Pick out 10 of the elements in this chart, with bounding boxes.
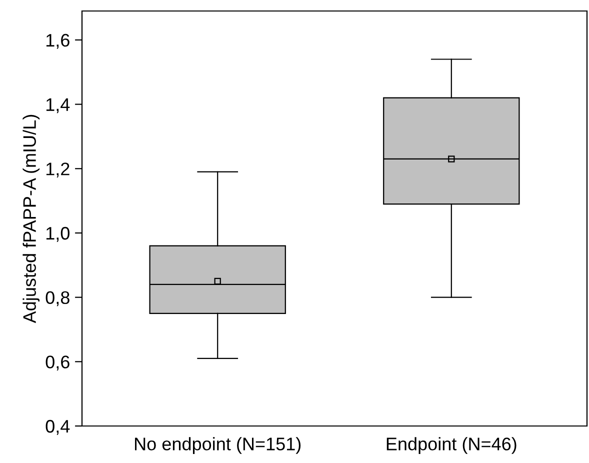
y-tick-label: 1,2 bbox=[46, 162, 70, 178]
y-tick-label: 1,6 bbox=[46, 34, 70, 49]
x-tick-label: No endpoint (N=151) bbox=[135, 437, 301, 454]
x-tick-label: Endpoint (N=46) bbox=[386, 437, 516, 454]
y-tick-label: 0,8 bbox=[46, 291, 70, 306]
y-tick-label: 1,0 bbox=[46, 226, 70, 242]
y-tick-label: 0,6 bbox=[46, 356, 70, 371]
y-tick-label: 1,4 bbox=[46, 98, 70, 114]
y-axis-title: Adjusted fPAPP-A (mIU/L) bbox=[22, 114, 40, 324]
y-tick-label: 0,4 bbox=[46, 420, 70, 435]
